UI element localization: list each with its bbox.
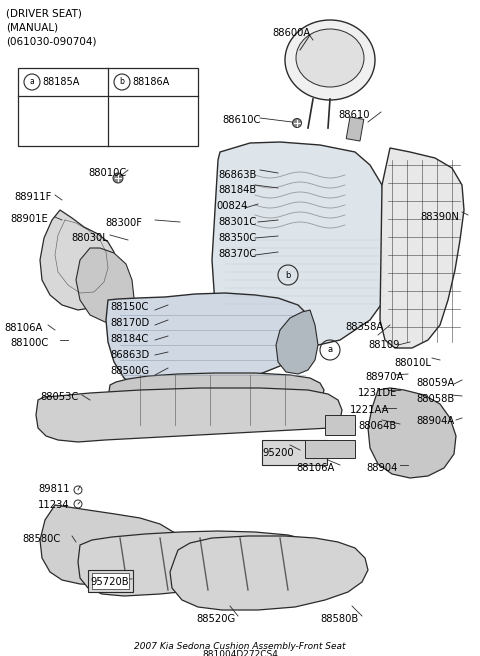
Polygon shape xyxy=(36,388,342,442)
Text: 88064B: 88064B xyxy=(358,421,396,431)
Text: a: a xyxy=(327,346,333,354)
Text: 95200: 95200 xyxy=(262,448,294,458)
Text: 88106A: 88106A xyxy=(296,463,335,473)
Ellipse shape xyxy=(296,29,364,87)
Text: 88184B: 88184B xyxy=(218,185,256,195)
Text: 88053C: 88053C xyxy=(40,392,78,402)
Text: 00824: 00824 xyxy=(216,201,247,211)
Text: 881004D272CS4: 881004D272CS4 xyxy=(202,650,278,656)
Text: 88010C: 88010C xyxy=(88,168,126,178)
Polygon shape xyxy=(78,531,322,596)
Text: 86863B: 86863B xyxy=(218,170,256,180)
Text: 88106A: 88106A xyxy=(4,323,42,333)
Text: b: b xyxy=(120,77,124,87)
Text: 88300F: 88300F xyxy=(105,218,142,228)
Ellipse shape xyxy=(285,20,375,100)
Bar xyxy=(346,117,364,141)
Polygon shape xyxy=(170,536,368,610)
Text: 88058B: 88058B xyxy=(416,394,454,404)
Text: (MANUAL): (MANUAL) xyxy=(6,22,58,32)
Text: 88350C: 88350C xyxy=(218,233,256,243)
Text: 1231DE: 1231DE xyxy=(358,388,397,398)
Bar xyxy=(92,573,129,589)
Text: 88100C: 88100C xyxy=(10,338,48,348)
Text: (061030-090704): (061030-090704) xyxy=(6,36,96,46)
Text: 88059A: 88059A xyxy=(416,378,455,388)
Text: 88610C: 88610C xyxy=(222,115,260,125)
Text: 88904: 88904 xyxy=(366,463,397,473)
Circle shape xyxy=(292,119,301,127)
Polygon shape xyxy=(212,142,390,362)
Bar xyxy=(18,68,198,146)
Circle shape xyxy=(113,173,123,183)
Polygon shape xyxy=(108,373,324,428)
Text: 95720B: 95720B xyxy=(90,577,129,587)
Text: 88500G: 88500G xyxy=(110,366,149,376)
Text: (DRIVER SEAT): (DRIVER SEAT) xyxy=(6,8,82,18)
Polygon shape xyxy=(368,388,456,478)
Text: 88580C: 88580C xyxy=(22,534,60,544)
Bar xyxy=(305,440,355,458)
Text: 88358A: 88358A xyxy=(345,322,383,332)
Text: 88520G: 88520G xyxy=(196,614,235,624)
Text: 88610: 88610 xyxy=(338,110,370,120)
Text: 88301C: 88301C xyxy=(218,217,256,227)
Text: b: b xyxy=(285,270,291,279)
Bar xyxy=(262,440,327,465)
Polygon shape xyxy=(380,148,464,348)
Text: 86863D: 86863D xyxy=(110,350,149,360)
Polygon shape xyxy=(76,248,134,322)
Polygon shape xyxy=(40,505,185,585)
Bar xyxy=(325,415,355,435)
Text: 88186A: 88186A xyxy=(132,77,169,87)
Text: 88109: 88109 xyxy=(368,340,399,350)
Text: 1221AA: 1221AA xyxy=(350,405,389,415)
Text: 2007 Kia Sedona Cushion Assembly-Front Seat: 2007 Kia Sedona Cushion Assembly-Front S… xyxy=(134,642,346,651)
Polygon shape xyxy=(106,293,312,396)
Text: 89811: 89811 xyxy=(38,484,70,494)
Text: 88170D: 88170D xyxy=(110,318,149,328)
Text: 88901E: 88901E xyxy=(10,214,48,224)
Text: 88904A: 88904A xyxy=(416,416,454,426)
Text: 88600A: 88600A xyxy=(272,28,310,38)
Text: 88390N: 88390N xyxy=(420,212,459,222)
Text: 88010L: 88010L xyxy=(394,358,431,368)
Text: 88184C: 88184C xyxy=(110,334,148,344)
Text: 88580B: 88580B xyxy=(320,614,358,624)
Text: 88030L: 88030L xyxy=(71,233,108,243)
Text: 88970A: 88970A xyxy=(365,372,403,382)
Polygon shape xyxy=(40,210,116,310)
Polygon shape xyxy=(276,310,318,374)
Text: 88370C: 88370C xyxy=(218,249,256,259)
Text: 88185A: 88185A xyxy=(42,77,79,87)
Text: 11234: 11234 xyxy=(38,500,70,510)
Text: a: a xyxy=(30,77,35,87)
Bar xyxy=(88,570,133,592)
Text: 88150C: 88150C xyxy=(110,302,148,312)
Text: 88911F: 88911F xyxy=(14,192,51,202)
